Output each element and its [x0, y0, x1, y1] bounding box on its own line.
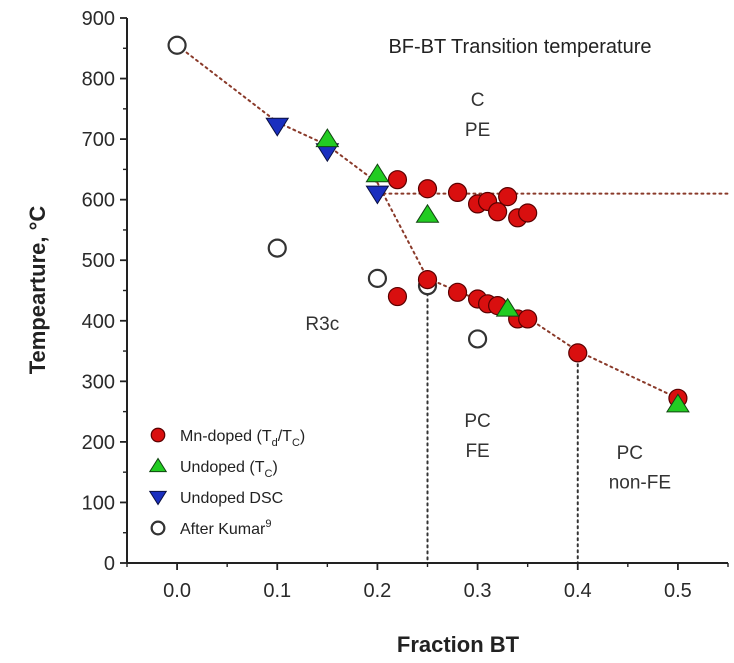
legend-marker-kumar — [150, 520, 166, 536]
point-kumar — [367, 268, 388, 288]
point-mn — [417, 270, 438, 290]
point-mn — [417, 179, 438, 199]
point-kumar — [267, 238, 287, 258]
legend-label-kumar: After Kumar9 — [180, 518, 271, 538]
annotation-c: C — [471, 90, 485, 111]
annotation-pc1: PC — [464, 411, 490, 432]
lower-phase-boundary — [376, 181, 679, 400]
guide-lines — [176, 44, 729, 564]
legend-marker-dsc — [148, 490, 168, 506]
point-mn — [568, 343, 588, 363]
y-tick-label: 700 — [82, 129, 115, 151]
x-tick-label: 0.4 — [564, 580, 592, 602]
point-mn — [498, 187, 518, 207]
y-tick-label: 400 — [82, 311, 115, 333]
annotation-pe: PE — [465, 120, 490, 141]
point-mn — [447, 182, 468, 202]
y-tick-label: 300 — [82, 371, 115, 393]
point-undoped — [666, 393, 690, 413]
point-mn — [387, 286, 408, 307]
annotation-r3c: R3c — [305, 314, 339, 335]
y-tick-label: 200 — [82, 432, 115, 454]
y-axis-title: Tempearture, °C — [25, 206, 50, 375]
annotation-nonfe: non-FE — [609, 473, 671, 494]
point-dsc — [265, 117, 290, 137]
axes: 0 100 200 300 400 500 600 700 800 900 0.0 0.1 0.2 0.3… — [82, 8, 729, 602]
phase-annotations: C PE R3c PC FE PC non-FE — [305, 90, 671, 494]
y-tick-label: 0 — [104, 553, 115, 575]
legend-marker-undoped — [148, 457, 168, 473]
y-tick-label: 900 — [82, 8, 115, 30]
point-undoped — [365, 163, 390, 183]
point-mn — [518, 203, 538, 223]
x-tick-label: 0.5 — [664, 580, 692, 602]
y-tick-label: 800 — [82, 69, 115, 91]
point-undoped — [315, 128, 340, 148]
y-tick-label: 600 — [82, 190, 115, 212]
annotation-pc2: PC — [617, 443, 643, 464]
data-markers — [167, 35, 690, 413]
y-tick-label: 100 — [82, 492, 115, 514]
x-tick-label: 0.3 — [464, 580, 492, 602]
point-kumar — [467, 329, 488, 349]
legend-label-mn: Mn-doped (Td/TC) — [180, 428, 305, 449]
point-kumar — [167, 35, 187, 55]
point-mn — [488, 202, 508, 222]
point-undoped — [495, 297, 520, 317]
point-dsc — [365, 185, 390, 205]
legend: Mn-doped (Td/TC) Undoped (TC) Undoped DSC A… — [148, 427, 305, 538]
x-tick-label: 0.1 — [263, 580, 291, 602]
point-mn — [447, 282, 468, 302]
x-axis-title: Fraction BT — [397, 632, 520, 657]
x-tick-label: 0.0 — [163, 580, 191, 602]
chart-title: BF-BT Transition temperature — [388, 36, 651, 58]
legend-label-undoped: Undoped (TC) — [180, 459, 278, 480]
x-tick-label: 0.2 — [364, 580, 392, 602]
point-mn — [387, 170, 408, 190]
legend-label-dsc: Undoped DSC — [180, 490, 283, 507]
point-undoped — [415, 203, 440, 223]
y-tick-label: 500 — [82, 250, 115, 272]
annotation-fe: FE — [465, 441, 489, 462]
legend-marker-mn — [150, 427, 166, 443]
point-mn — [518, 309, 538, 329]
upper-phase-boundary — [176, 44, 379, 184]
